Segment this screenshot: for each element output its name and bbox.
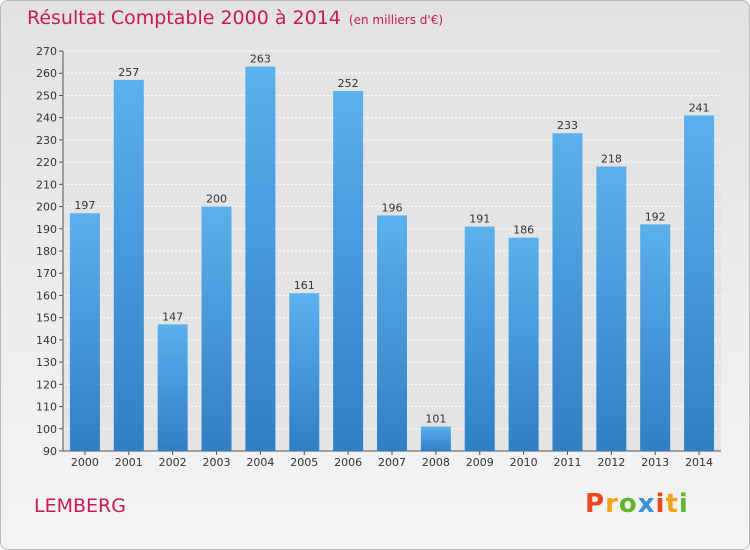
x-tick-label: 2013 [641,456,669,469]
bar-2008 [420,426,451,451]
x-tick-label: 2004 [246,456,274,469]
logo-letter: r [605,489,619,519]
x-tick-label: 2003 [203,456,231,469]
x-tick-label: 2002 [159,456,187,469]
y-tick-label: 100 [36,423,57,436]
logo-letter: x [637,489,656,519]
y-tick-label: 190 [36,223,57,236]
bar-2003 [201,206,232,451]
x-tick-label: 2011 [553,456,581,469]
data-label-2003: 200 [206,193,227,206]
bar-2002 [157,324,188,451]
data-label-2011: 233 [557,119,578,132]
y-tick-label: 110 [36,401,57,414]
bar-2007 [377,215,407,451]
logo-letter: t [665,489,679,519]
x-tick-label: 2006 [334,456,362,469]
bar-2012 [596,166,627,452]
y-tick-label: 200 [36,201,57,214]
data-label-2010: 186 [513,224,534,237]
data-label-2005: 161 [294,279,315,292]
bar-2011 [552,133,583,451]
data-label-2000: 197 [74,199,95,212]
data-label-2009: 191 [469,213,490,226]
logo-letter: i [655,489,666,519]
x-tick-label: 2000 [71,456,99,469]
bar-2009 [464,226,495,451]
data-label-2007: 196 [382,201,403,214]
y-tick-label: 250 [36,89,57,102]
y-tick-label: 90 [43,445,57,458]
logo-letter: i [678,489,689,519]
data-label-2006: 252 [338,77,359,90]
bar-2005 [289,293,320,451]
data-label-2013: 192 [645,210,666,223]
x-tick-label: 2010 [510,456,538,469]
y-tick-label: 130 [36,356,57,369]
x-tick-label: 2009 [466,456,494,469]
bar-2006 [333,91,364,451]
data-label-2014: 241 [689,101,710,114]
bar-2014 [684,115,715,451]
y-tick-label: 230 [36,134,57,147]
x-tick-label: 2008 [422,456,450,469]
bar-2010 [508,237,539,451]
data-label-2001: 257 [118,66,139,79]
y-tick-label: 150 [36,312,57,325]
x-tick-label: 2005 [290,456,318,469]
y-tick-label: 220 [36,156,57,169]
chart-title: Résultat Comptable 2000 à 2014 (en millie… [27,7,443,29]
data-label-2004: 263 [250,53,271,66]
y-tick-label: 240 [36,112,57,125]
x-tick-label: 2001 [115,456,143,469]
chart-subtitle: (en milliers d'€) [348,13,444,27]
y-tick-label: 160 [36,289,57,302]
data-label-2012: 218 [601,153,622,166]
bar-2013 [640,224,671,451]
x-tick-label: 2014 [685,456,713,469]
y-tick-label: 120 [36,378,57,391]
y-tick-label: 210 [36,178,57,191]
x-tick-label: 2012 [597,456,625,469]
x-tick-label: 2007 [378,456,406,469]
y-tick-label: 270 [36,45,57,58]
bar-2004 [245,66,276,452]
logo-letter: o [618,489,638,519]
y-tick-label: 140 [36,334,57,347]
y-tick-label: 180 [36,245,57,258]
bar-2001 [113,79,144,451]
y-tick-label: 260 [36,67,57,80]
data-label-2002: 147 [162,310,183,323]
proxiti-logo: Proxiti [585,489,689,519]
y-tick-label: 170 [36,267,57,280]
data-label-2008: 101 [425,413,446,426]
location-label: LEMBERG [34,495,126,517]
chart-title-text: Résultat Comptable 2000 à 2014 [27,7,341,29]
logo-letter: P [585,489,606,519]
bar-2000 [69,213,100,451]
